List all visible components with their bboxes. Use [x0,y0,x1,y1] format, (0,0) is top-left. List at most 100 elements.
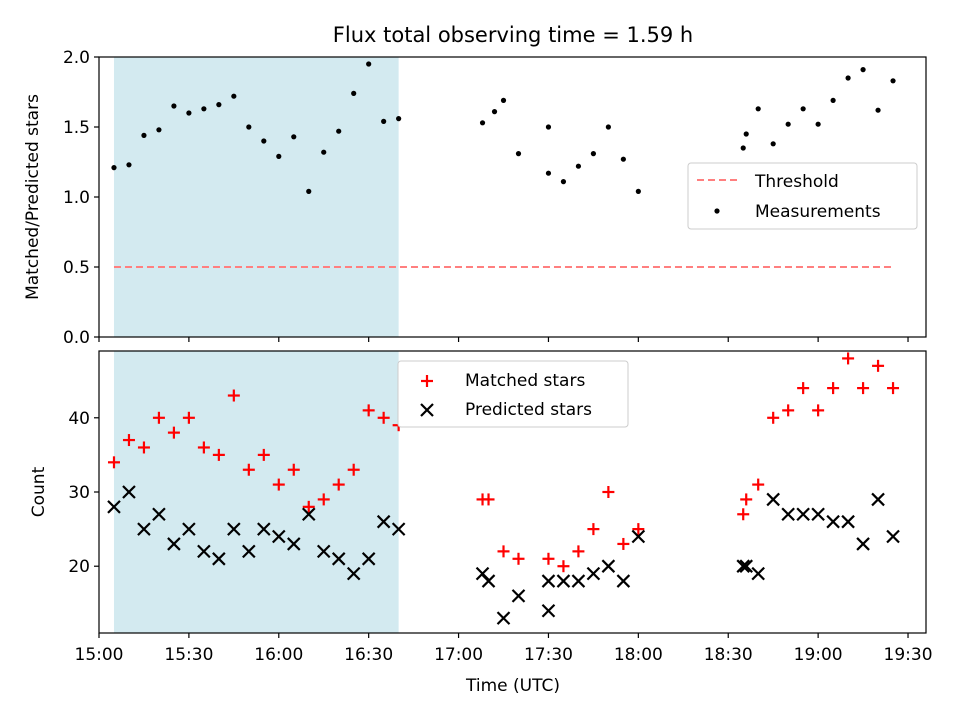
measurement-point [306,188,312,194]
predicted-star-stroke-b [586,566,601,581]
predicted-star-point [496,611,511,625]
measurement-point [545,124,552,130]
bottom-y-tick-label: 20 [68,557,90,577]
predicted-star-point [137,522,151,536]
predicted-star-point [301,507,316,522]
measurement-point [605,124,611,130]
matched-star-point [227,389,240,402]
legend-predicted-label: Predicted stars [465,400,592,420]
matched-star-point [797,382,810,395]
matched-star-point [767,411,780,424]
predicted-star-stroke-b [182,522,196,536]
matched-star-point [602,486,615,498]
predicted-star-stroke-b [496,611,511,625]
predicted-star-stroke-b [301,507,316,522]
measurement-point [231,93,237,99]
measurement-point [261,138,267,144]
predicted-star-stroke-b [601,559,616,573]
matched-star-point [482,493,495,506]
matched-star-point [617,537,630,550]
predicted-star-stroke-b [871,492,885,507]
predicted-star-stroke-b [796,507,810,522]
predicted-star-point [556,574,571,588]
predicted-star-stroke-b [616,574,631,588]
measurement-point [396,116,402,122]
top-y-tick-label: 2.0 [63,48,90,68]
predicted-star-stroke-b [841,514,855,529]
predicted-star-stroke-b [739,559,753,573]
predicted-star-stroke-b [391,522,406,536]
predicted-star-point [361,552,376,566]
matched-star-point [347,463,360,476]
predicted-star-stroke-b [475,566,490,581]
matched-star-point [842,352,855,365]
predicted-star-stroke-b [257,522,271,536]
measurement-point [321,149,327,155]
matched-star-point [572,545,585,558]
top-y-tick-label: 0.5 [63,258,90,278]
matched-star-point [887,382,900,395]
predicted-star-point [571,574,586,588]
legend-measurements-label: Measurements [755,202,881,222]
top-y-tick-label: 1.0 [63,188,90,208]
matched-star-point [272,478,285,491]
bottom-x-tick-label: 18:30 [704,645,753,665]
bottom-x-tick-label: 18:00 [614,645,663,665]
predicted-star-point [826,514,840,529]
chart-title: Flux total observing time = 1.59 h [333,23,693,47]
predicted-star-point [481,574,496,588]
top-panel: 0.00.51.01.52.0 Matched/Predicted stars … [23,48,927,348]
predicted-star-point [736,559,750,573]
predicted-star-point [227,522,241,536]
matched-star-point [302,500,315,513]
bottom-y-axis: 20 30 40 [68,409,99,577]
predicted-stars-series [107,485,900,625]
predicted-star-point [122,485,136,499]
predicted-star-stroke-b [751,566,765,581]
measurement-point [635,188,641,194]
measurement-point [743,131,749,137]
measurement-point [201,106,207,112]
predicted-star-point [541,603,556,618]
predicted-star-stroke-b [316,544,331,559]
predicted-star-stroke-b [541,574,556,588]
predicted-star-stroke-b [361,552,376,566]
matched-star-point [197,441,210,454]
matched-star-point [287,463,300,476]
predicted-star-stroke-b [781,507,795,522]
predicted-star-stroke-b [766,492,780,507]
predicted-star-point [152,507,166,522]
predicted-star-point [286,537,301,551]
predicted-star-stroke-b [107,500,121,514]
matched-star-point [812,404,825,417]
predicted-star-stroke-b [826,514,840,529]
measurement-point [141,132,147,138]
matched-star-point [212,448,225,461]
bottom-x-tick-label: 19:30 [884,645,933,665]
matched-star-point [827,382,840,395]
predicted-star-point [197,544,211,559]
predicted-star-stroke-b [571,574,586,588]
predicted-star-point [886,529,900,544]
measurement-point [491,109,498,115]
measurement-point [246,124,252,130]
predicted-star-point [511,589,526,603]
measurement-point [755,106,761,112]
predicted-star-point [107,500,121,514]
measurement-point [740,145,746,151]
measurement-point [590,151,597,157]
predicted-star-point [856,537,870,551]
matched-star-point [152,411,165,424]
predicted-star-point [391,522,406,536]
bottom-x-tick-label: 15:30 [164,645,213,665]
bottom-x-tick-label: 16:30 [344,645,393,665]
matched-star-point [242,463,255,476]
predicted-star-point [841,514,855,529]
predicted-star-stroke-b [856,537,870,551]
predicted-star-stroke-b [286,537,301,551]
measurement-point [560,179,567,185]
matched-star-point [362,404,375,417]
predicted-star-point [631,529,646,544]
measurement-point [815,121,821,127]
